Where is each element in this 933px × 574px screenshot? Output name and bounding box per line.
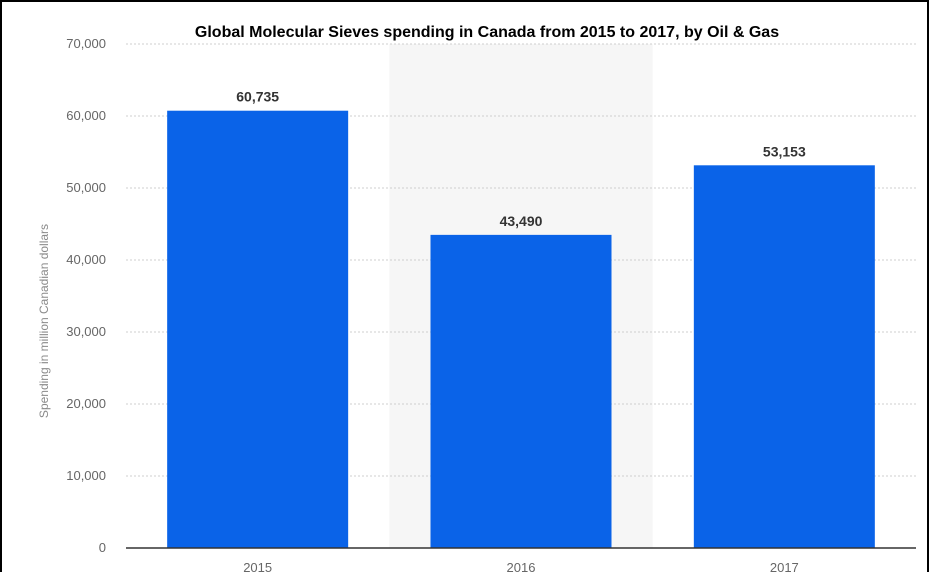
bars: 60,735 43,490 53,153 bbox=[167, 89, 875, 548]
y-tick-label: 30,000 bbox=[66, 324, 106, 339]
y-axis-label: Spending in million Canadian dollars bbox=[37, 224, 51, 418]
bar-2015[interactable] bbox=[167, 110, 349, 548]
y-tick-label: 10,000 bbox=[66, 468, 106, 483]
y-tick-label: 20,000 bbox=[66, 396, 106, 411]
x-tick-label: 2016 bbox=[507, 560, 536, 574]
x-tick-label: 2017 bbox=[770, 560, 799, 574]
y-tick-label: 50,000 bbox=[66, 180, 106, 195]
bar-2016[interactable] bbox=[430, 234, 612, 548]
x-tick-label: 2015 bbox=[243, 560, 272, 574]
x-axis-ticks: 2015 2016 2017 bbox=[243, 560, 799, 574]
y-tick-label: 70,000 bbox=[66, 36, 106, 51]
y-tick-label: 0 bbox=[99, 540, 106, 555]
bar-2017[interactable] bbox=[693, 165, 875, 548]
bar-value-label: 53,153 bbox=[763, 143, 806, 159]
bar-value-label: 60,735 bbox=[236, 89, 279, 105]
y-tick-label: 40,000 bbox=[66, 252, 106, 267]
y-tick-label: 60,000 bbox=[66, 108, 106, 123]
bar-value-label: 43,490 bbox=[500, 213, 543, 229]
y-axis-ticks: 0 10,000 20,000 30,000 40,000 50,000 60,000 70,… bbox=[66, 36, 106, 555]
chart-title: Global Molecular Sieves spending in Cana… bbox=[195, 24, 779, 41]
